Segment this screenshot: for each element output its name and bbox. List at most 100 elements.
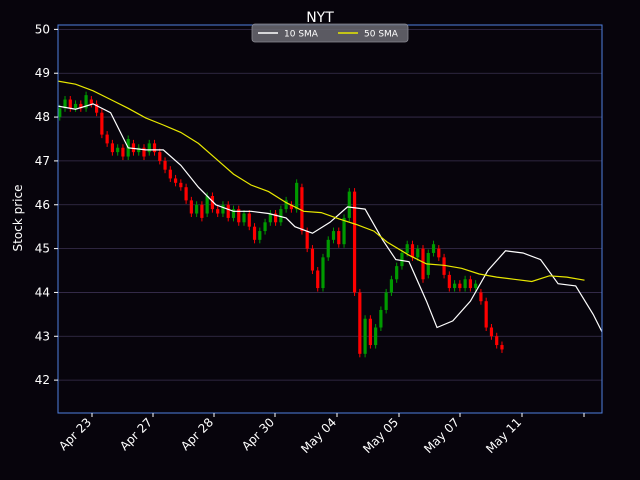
candle-body [221, 204, 225, 214]
candle-body [200, 204, 204, 218]
candle-body [337, 231, 341, 245]
candle-body [179, 182, 183, 188]
y-tick-label: 47 [35, 154, 50, 168]
candle-body [363, 318, 367, 354]
candle-body [479, 292, 483, 302]
candle-body [384, 292, 388, 310]
sma-line-50 [57, 80, 585, 283]
candle-body [452, 283, 457, 289]
candle-body [210, 195, 215, 210]
y-tick-label: 46 [35, 198, 50, 212]
candle-body [368, 318, 372, 346]
candle-body [73, 103, 78, 109]
candle-body [500, 345, 504, 350]
candle-body [305, 231, 309, 249]
candle-body [458, 283, 462, 289]
candle-body [437, 248, 441, 258]
candle-body [263, 222, 267, 232]
candle-body [342, 217, 346, 245]
legend-entry: 10 SMA [284, 30, 319, 40]
candle-body [152, 143, 157, 153]
candle-body [68, 99, 72, 109]
candle-body [289, 204, 293, 210]
candle-body [310, 248, 315, 271]
candle-body [147, 143, 151, 153]
candle-body [395, 266, 399, 280]
candle-body [189, 200, 193, 214]
candle-body [58, 108, 62, 118]
candle-body [274, 213, 278, 223]
candle-body [110, 143, 114, 153]
candle-body [237, 209, 241, 223]
candle-body [442, 257, 446, 275]
candle-body [468, 279, 472, 289]
y-tick-label: 44 [35, 285, 50, 299]
candle-body [121, 147, 125, 157]
legend-box [251, 23, 409, 43]
y-axis-label: Stock price [11, 185, 25, 252]
candle-body [421, 248, 425, 280]
candle-body [168, 169, 172, 179]
candle-body [463, 279, 467, 289]
y-tick-label: 48 [35, 110, 50, 124]
candle-body [173, 178, 178, 183]
sma-line-10 [57, 103, 603, 333]
candle-body [495, 336, 499, 346]
chart-title: NYT [306, 10, 334, 26]
candle-body [316, 270, 320, 289]
y-axis-ticks: 42 43 44 45 46 47 48 49 50 [35, 22, 58, 387]
candle-body [447, 274, 451, 289]
candle-body [231, 209, 236, 218]
y-tick-label: 50 [35, 22, 50, 36]
candle-body [431, 244, 436, 253]
candle-body [137, 147, 141, 153]
legend: 10 SMA 50 SMA [251, 23, 409, 43]
candle-body [100, 112, 104, 135]
y-tick-label: 43 [35, 329, 50, 343]
candle-body [116, 147, 120, 153]
candle-body [184, 187, 188, 201]
candle-body [84, 95, 88, 109]
candle-body [405, 244, 409, 253]
candle-body [484, 301, 488, 328]
y-tick-label: 49 [35, 66, 50, 80]
candle-body [242, 213, 246, 223]
candle-body [258, 231, 262, 240]
candle-body [410, 244, 415, 258]
candle-body [416, 248, 420, 258]
candle-body [358, 292, 362, 354]
y-tick-label: 42 [35, 373, 50, 387]
candle-body [389, 279, 394, 293]
candle-body [284, 200, 288, 210]
candle-body [300, 187, 304, 232]
candle-body [105, 134, 109, 144]
candle-body [158, 152, 162, 161]
candle-body [279, 209, 283, 223]
sma-lines [57, 80, 603, 333]
candle-body [79, 103, 83, 109]
candles [58, 91, 504, 358]
candle-body [216, 209, 220, 214]
legend-entry: 50 SMA [364, 30, 399, 40]
candle-body [142, 147, 146, 157]
candle-body [268, 213, 272, 223]
candle-body [247, 213, 251, 227]
candle-body [195, 204, 199, 214]
candle-body [95, 103, 99, 113]
candle-body [326, 239, 330, 258]
candle-body [295, 182, 299, 210]
candle-body [489, 327, 494, 337]
candle-body [347, 191, 351, 218]
candle-body [252, 226, 257, 240]
candle-body [331, 231, 336, 240]
candle-body [374, 327, 378, 346]
candle-body [352, 191, 357, 293]
candle-body [205, 195, 209, 214]
candle-body [379, 309, 383, 328]
candle-body [89, 99, 93, 104]
y-tick-label: 45 [35, 242, 50, 256]
candle-body [474, 283, 478, 289]
candle-body [226, 204, 230, 218]
